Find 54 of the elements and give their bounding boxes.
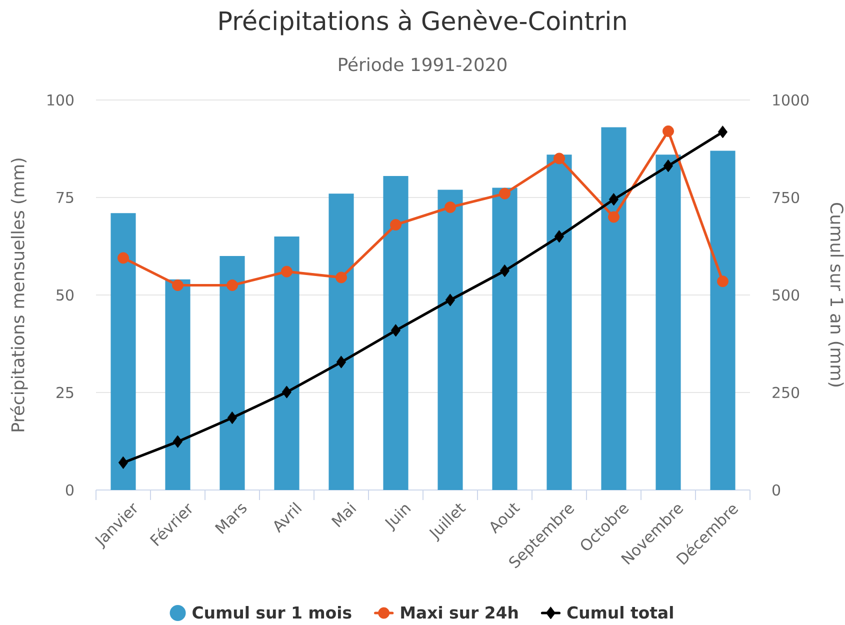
legend-label: Cumul total [567,606,673,619]
point [554,152,566,164]
y-tick-label: 0 [66,484,74,496]
y-tick-label: 75 [56,192,74,204]
point [118,456,128,469]
y-tick-label: 100 [48,94,74,106]
y2-axis-title: Cumul sur 1 an (mm) [828,202,844,386]
point [282,386,292,398]
y2-tick-label: 1000 [773,94,809,106]
point [336,356,346,368]
point [172,279,184,291]
bar [546,154,572,490]
y2-tick-label: 750 [772,192,800,204]
y2-tick-label: 250 [772,386,800,398]
point [662,125,674,137]
chart-subtitle: Période 1991-2020 [339,56,506,72]
point [499,188,511,200]
legend-label: Maxi sur 24h [401,606,518,619]
point [444,201,456,213]
bar [328,194,354,490]
point [664,160,674,172]
bar [383,176,408,490]
bar [165,279,190,490]
point [608,211,620,223]
point [609,193,619,206]
y-tick-label: 50 [56,289,74,301]
point [717,276,729,288]
x-tick-label: Mai [331,502,356,528]
point [554,230,564,243]
bar [274,236,300,490]
y-axis-title: Précipitations mensuelles (mm) [10,158,28,432]
bar [601,127,626,490]
point [500,264,510,278]
point [391,324,401,337]
point [446,294,456,306]
y-tick-label: 25 [56,386,74,398]
bar [438,190,463,490]
bar [656,154,681,490]
point [228,412,238,424]
point [336,272,348,284]
point [173,435,183,448]
point [281,266,293,278]
bar [220,256,245,490]
point [390,219,402,231]
point [118,252,129,264]
y2-tick-label: 500 [772,289,800,301]
point [226,279,238,291]
bar [110,213,136,490]
point [718,126,728,138]
bar [710,150,736,490]
legend-label: Cumul sur 1 mois [192,606,352,619]
chart-title: Précipitations à Genève-Cointrin [220,10,626,36]
bar [492,188,518,490]
y2-tick-label: 0 [772,484,780,496]
